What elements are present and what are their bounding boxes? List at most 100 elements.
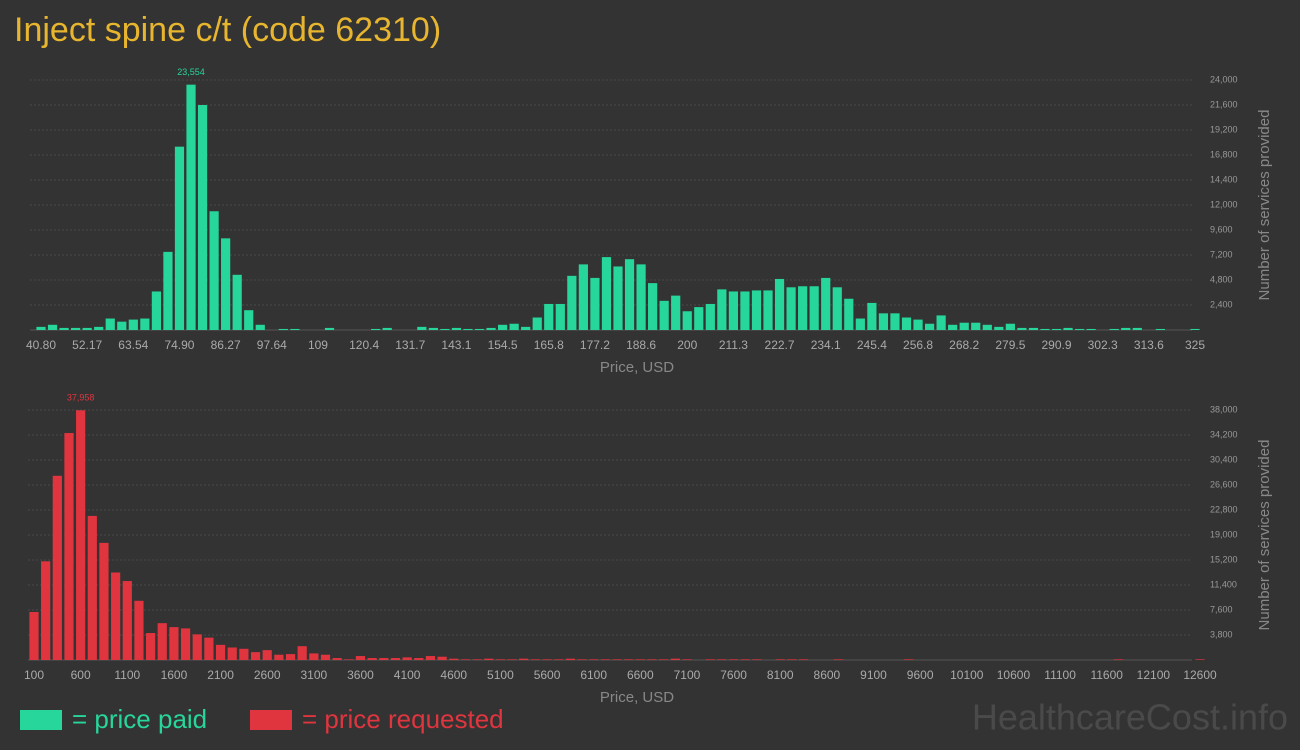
y-tick-label: 11,400 <box>1210 579 1237 589</box>
bar <box>959 322 969 330</box>
x-tick-label: 290.9 <box>1042 338 1072 352</box>
x-tick-label: 8600 <box>814 668 841 682</box>
bar <box>1121 327 1131 330</box>
x-tick-label: 211.3 <box>719 338 748 352</box>
bar <box>309 653 319 660</box>
legend-label: = price requested <box>302 704 504 734</box>
bar <box>751 290 762 330</box>
x-tick-label: 12600 <box>1183 668 1217 682</box>
bar <box>821 277 831 330</box>
y-tick-label: 2,400 <box>1210 299 1233 309</box>
y-tick-label: 26,600 <box>1210 479 1238 489</box>
bar <box>451 327 462 330</box>
x-tick-label: 222.7 <box>765 338 795 352</box>
x-tick-label: 9100 <box>860 668 887 682</box>
bar <box>647 659 657 660</box>
bar <box>174 146 185 330</box>
bar <box>507 659 517 660</box>
x-tick-label: 302.3 <box>1088 338 1118 352</box>
legend-label: = price paid <box>72 704 207 734</box>
bar <box>180 628 191 660</box>
bar <box>1155 328 1165 330</box>
bar <box>463 328 473 330</box>
x-tick-label: 4600 <box>440 668 467 682</box>
bar <box>59 327 69 330</box>
x-tick-label: 325 <box>1185 338 1205 352</box>
x-tick-label: 11100 <box>1044 668 1076 682</box>
bar <box>163 251 173 330</box>
bar <box>635 659 645 660</box>
bar <box>903 659 914 660</box>
bar <box>705 659 715 660</box>
bar <box>740 659 750 660</box>
bar <box>227 647 237 660</box>
bar <box>1063 327 1073 330</box>
bar <box>324 327 335 330</box>
bar <box>890 313 900 330</box>
bar <box>437 656 447 660</box>
bar <box>521 326 531 330</box>
bar <box>740 291 750 330</box>
bar <box>1195 659 1205 660</box>
bar <box>600 659 610 660</box>
y-tick-label: 34,200 <box>1210 429 1238 439</box>
x-tick-label: 131.7 <box>395 338 425 352</box>
bar <box>1028 327 1039 330</box>
x-tick-label: 313.6 <box>1134 338 1164 352</box>
bar <box>878 313 889 330</box>
x-tick-label: 154.5 <box>488 338 518 352</box>
x-axis-title: Price, USD <box>600 359 674 376</box>
x-axis-title: Price, USD <box>600 689 674 706</box>
x-tick-label: 7100 <box>674 668 701 682</box>
bar <box>659 300 669 330</box>
bar <box>1017 327 1027 330</box>
x-tick-label: 74.90 <box>164 338 194 352</box>
bar <box>495 659 505 660</box>
x-tick-label: 12100 <box>1137 668 1171 682</box>
bar <box>382 327 392 330</box>
bar <box>705 303 715 330</box>
x-tick-label: 4100 <box>394 668 421 682</box>
bar <box>209 211 219 330</box>
x-tick-label: 279.5 <box>995 338 1025 352</box>
bar <box>128 319 138 330</box>
x-tick-label: 2600 <box>254 668 281 682</box>
bar <box>763 290 773 330</box>
legend-swatch <box>250 710 292 730</box>
bar <box>250 652 261 660</box>
x-tick-label: 1600 <box>161 668 188 682</box>
bar <box>798 286 808 330</box>
bar <box>186 84 196 330</box>
bar <box>146 633 156 660</box>
x-tick-label: 10100 <box>950 668 984 682</box>
bar <box>833 659 844 660</box>
bar <box>624 259 635 330</box>
x-tick-label: 6100 <box>580 668 607 682</box>
x-tick-label: 200 <box>677 338 697 352</box>
x-tick-label: 165.8 <box>534 338 564 352</box>
bar <box>1109 328 1119 330</box>
bar <box>332 658 342 660</box>
y-tick-label: 16,800 <box>1210 149 1238 159</box>
bar <box>290 328 300 330</box>
x-tick-label: 143.1 <box>441 338 471 352</box>
y-tick-label: 38,000 <box>1210 404 1238 414</box>
bar <box>379 658 389 660</box>
bar <box>484 658 494 660</box>
bar <box>232 274 242 330</box>
bar <box>117 321 127 330</box>
bar <box>29 611 39 660</box>
bar <box>787 659 797 660</box>
bar <box>982 324 992 330</box>
bar <box>197 105 208 330</box>
bar <box>729 659 739 660</box>
bar <box>577 659 587 660</box>
bar <box>192 634 202 660</box>
y-tick-label: 21,600 <box>1210 99 1238 109</box>
bar <box>555 303 565 330</box>
bar <box>994 326 1004 330</box>
bar <box>474 328 485 330</box>
x-tick-label: 40.80 <box>26 338 56 352</box>
bar <box>274 654 284 660</box>
